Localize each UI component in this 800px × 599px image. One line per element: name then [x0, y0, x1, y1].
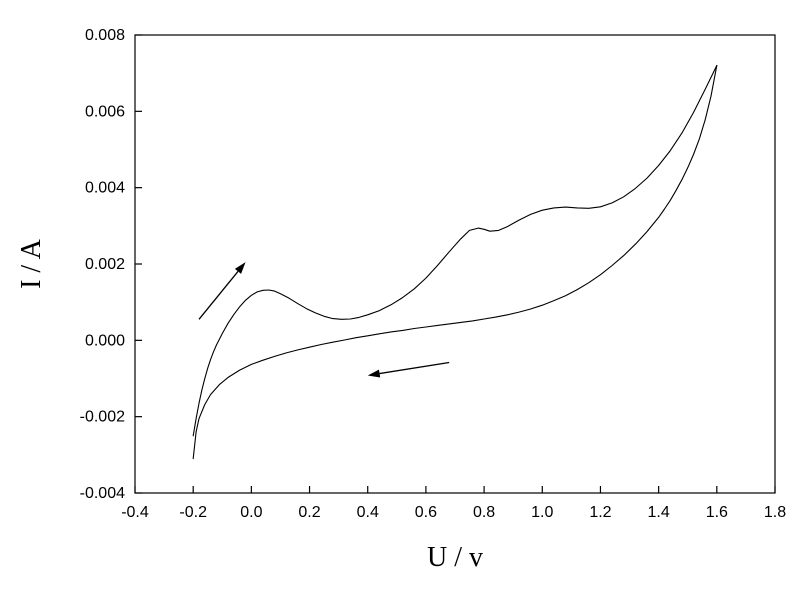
y-axis-ticks: -0.004 -0.002 0.000 0.002 0.004 0.006 0.008: [80, 27, 142, 502]
reverse-scan-direction-arrow-shaft: [379, 361, 450, 375]
x-tick-label: 0.8: [473, 504, 495, 521]
reverse-scan-direction-arrow-head: [367, 369, 381, 378]
plot-frame: [134, 34, 776, 494]
x-tick-label: 1.8: [764, 504, 786, 521]
y-tick-label: 0.000: [85, 332, 125, 349]
x-tick-label: 1.0: [531, 504, 553, 521]
forward-scan-direction-arrow-head: [234, 262, 246, 274]
x-tick-label: -0.4: [121, 504, 149, 521]
x-tick-label: -0.2: [179, 504, 207, 521]
x-tick-label: 0.6: [415, 504, 437, 521]
x-axis-title: U / v: [427, 542, 483, 573]
x-tick-label: 0.2: [298, 504, 320, 521]
y-tick-label: 0.006: [85, 103, 125, 120]
y-tick-label: 0.002: [85, 256, 125, 273]
reverse-cathodic-scan: [192, 64, 718, 460]
x-tick-label: 0.0: [240, 504, 262, 521]
y-tick-label: -0.002: [80, 409, 125, 426]
y-tick-label: 0.004: [85, 180, 125, 197]
y-axis-title: I / A: [16, 238, 47, 289]
x-tick-label: 0.4: [357, 504, 379, 521]
x-tick-label: 1.6: [706, 504, 728, 521]
cv-curve-series: [192, 64, 718, 460]
y-tick-label: 0.008: [85, 27, 125, 44]
y-tick-label: -0.004: [80, 485, 125, 502]
x-tick-label: 1.4: [648, 504, 670, 521]
x-tick-label: 1.2: [589, 504, 611, 521]
scan-direction-arrows: [198, 262, 450, 378]
forward-anodic-scan: [192, 64, 718, 437]
x-axis-ticks: -0.4 -0.2 0.0 0.2 0.4 0.6 0.8 1.0 1.2 1.4 1.6 1.8: [121, 486, 786, 521]
forward-scan-direction-arrow-shaft: [198, 270, 239, 320]
